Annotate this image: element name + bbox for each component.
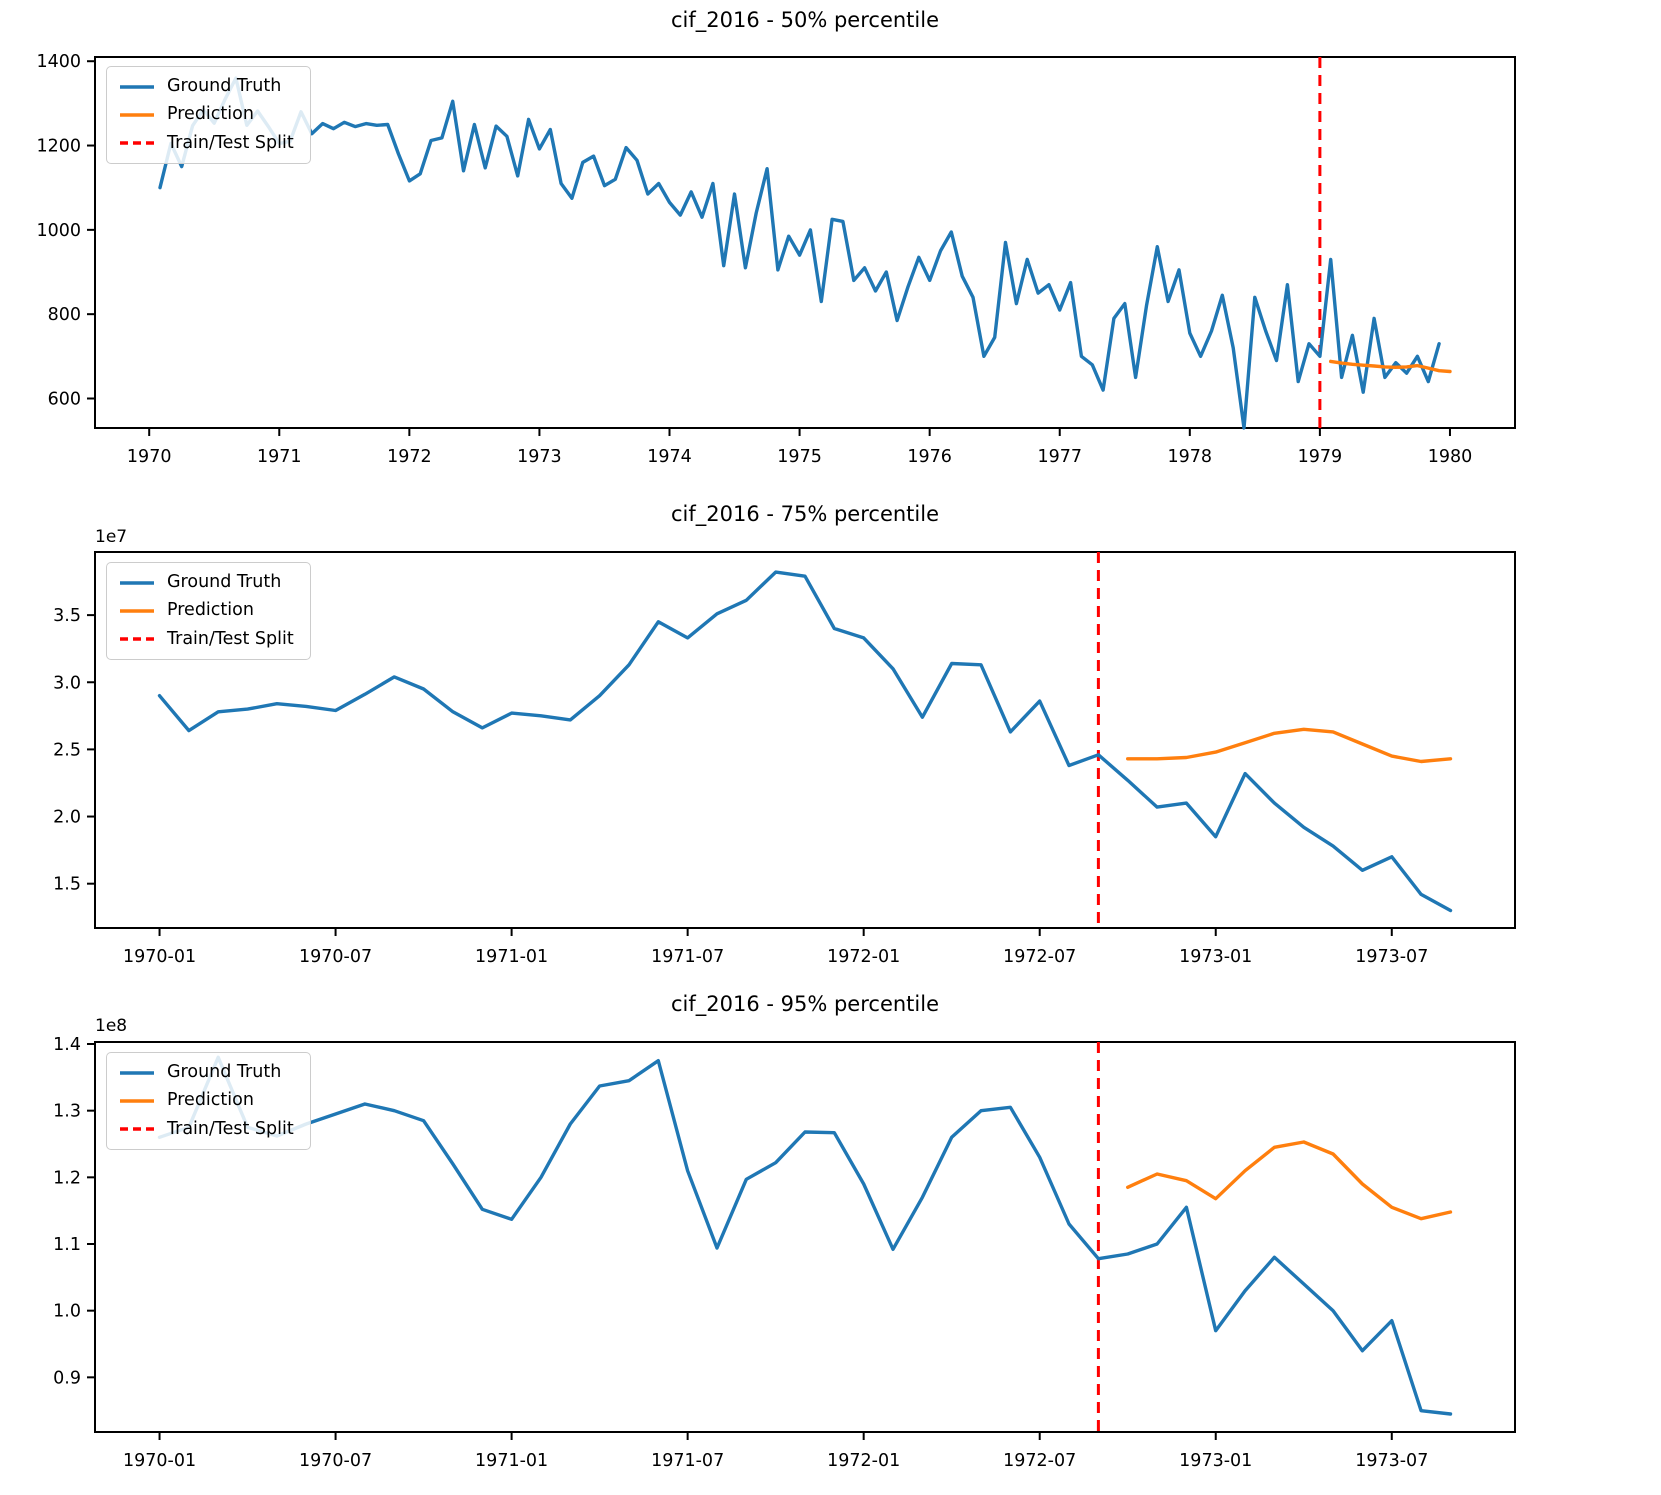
x-tick-label: 1972-01	[827, 947, 900, 967]
x-tick-label: 1973	[517, 447, 562, 467]
dashed-line-swatch-icon	[120, 1127, 154, 1131]
x-tick-label: 1977	[1037, 447, 1082, 467]
y-tick-label: 1.5	[53, 875, 81, 895]
legend-label: Ground Truth	[167, 76, 282, 96]
x-tick-label: 1971-07	[651, 947, 724, 967]
legend-item-prediction: Prediction	[119, 1090, 294, 1111]
plot-area-50-percentile: 1970 1971 1972 1973 1974 1975 1976 1977 1978 1979…	[36, 52, 1516, 467]
legend-item-ground-truth: Ground Truth	[119, 1062, 294, 1082]
legend-item-train-test-split: Train/Test Split	[119, 132, 294, 153]
y-tick-label: 3.0	[53, 673, 81, 693]
series-line-prediction	[1328, 359, 1452, 374]
x-tick-label: 1974	[647, 447, 692, 467]
axes-frame	[94, 1041, 1516, 1433]
x-tick-label: 1970-07	[299, 1451, 372, 1471]
y-tick-label: 0.9	[53, 1368, 81, 1388]
x-tick-label: 1972	[387, 447, 432, 467]
x-tick-label: 1973-01	[1179, 1451, 1252, 1471]
legend-label: Prediction	[167, 600, 254, 621]
x-tick-label: 1973-07	[1355, 1451, 1428, 1471]
legend-label: Train/Test Split	[167, 628, 294, 649]
line-swatch-icon	[120, 580, 154, 585]
x-tick-label: 1976	[907, 447, 952, 467]
plot-area-95-percentile: 1970-01 1970-07 1971-01 1971-07 1972-01 1972-…	[53, 1035, 1516, 1471]
y-axis-offset-label-95: 1e8	[95, 1016, 128, 1036]
y-tick-label: 800	[48, 305, 81, 325]
y-tick-label: 1.1	[53, 1235, 81, 1255]
x-tick-label: 1972-01	[827, 1451, 900, 1471]
y-tick-label: 2.0	[53, 808, 81, 828]
x-tick-label: 1970-07	[299, 947, 372, 967]
legend-item-prediction: Prediction	[119, 600, 294, 621]
y-tick-label: 3.5	[53, 606, 81, 626]
legend-item-ground-truth: Ground Truth	[119, 572, 294, 592]
line-swatch-icon	[120, 1070, 154, 1075]
x-tick-label: 1972-07	[1003, 1451, 1076, 1471]
series-line-ground-truth	[158, 76, 1441, 430]
y-tick-label: 1400	[36, 52, 81, 72]
legend-item-train-test-split: Train/Test Split	[119, 1118, 294, 1139]
legend-95-percentile: Ground Truth Prediction Train/Test Split	[106, 1052, 311, 1150]
y-tick-label: 1000	[36, 221, 81, 241]
y-tick-label: 1200	[36, 137, 81, 157]
series-line-ground-truth	[157, 570, 1453, 913]
x-tick-label: 1973-07	[1355, 947, 1428, 967]
y-tick-label: 2.5	[53, 740, 81, 760]
series-line-ground-truth	[157, 1055, 1453, 1416]
x-tick-label: 1971-01	[475, 1451, 548, 1471]
legend-item-ground-truth: Ground Truth	[119, 76, 294, 96]
legend-50-percentile: Ground Truth Prediction Train/Test Split	[106, 66, 311, 164]
axes-frame	[94, 56, 1516, 429]
legend-label: Prediction	[167, 104, 254, 125]
legend-label: Train/Test Split	[167, 1118, 294, 1139]
line-swatch-icon	[120, 609, 154, 613]
dashed-line-swatch-icon	[120, 637, 154, 641]
legend-label: Prediction	[167, 1090, 254, 1111]
x-tick-label: 1979	[1298, 447, 1343, 467]
y-tick-label: 1.4	[53, 1035, 81, 1055]
x-tick-label: 1971	[257, 447, 302, 467]
legend-label: Ground Truth	[167, 572, 282, 592]
x-tick-label: 1973-01	[1179, 947, 1252, 967]
y-tick-label: 1.3	[53, 1102, 81, 1122]
series-line-prediction	[1125, 1140, 1453, 1221]
legend-label: Train/Test Split	[167, 132, 294, 153]
line-swatch-icon	[120, 84, 154, 89]
x-tick-label: 1978	[1168, 447, 1213, 467]
legend-item-prediction: Prediction	[119, 104, 294, 125]
x-tick-label: 1970	[127, 447, 172, 467]
x-tick-label: 1970-01	[123, 1451, 196, 1471]
dashed-line-swatch-icon	[120, 141, 154, 145]
y-tick-label: 1.0	[53, 1302, 81, 1322]
x-tick-label: 1975	[777, 447, 822, 467]
chart-title-75-percentile: cif_2016 - 75% percentile	[670, 502, 940, 526]
axes-frame	[94, 551, 1516, 929]
series-line-prediction	[1125, 727, 1453, 764]
x-tick-label: 1971-07	[651, 1451, 724, 1471]
line-swatch-icon	[120, 113, 154, 117]
x-tick-label: 1972-07	[1003, 947, 1076, 967]
chart-title-95-percentile: cif_2016 - 95% percentile	[670, 992, 940, 1016]
legend-item-train-test-split: Train/Test Split	[119, 628, 294, 649]
plot-area-75-percentile: 1970-01 1970-07 1971-01 1971-07 1972-01 1972-…	[53, 551, 1516, 967]
y-tick-label: 1.2	[53, 1168, 81, 1188]
y-axis-offset-label-75: 1e7	[95, 527, 128, 547]
y-tick-label: 600	[48, 389, 81, 409]
x-tick-label: 1971-01	[475, 947, 548, 967]
chart-title-50-percentile: cif_2016 - 50% percentile	[670, 8, 940, 32]
legend-label: Ground Truth	[167, 1062, 282, 1082]
x-tick-label: 1980	[1428, 447, 1473, 467]
line-swatch-icon	[120, 1099, 154, 1103]
x-tick-label: 1970-01	[123, 947, 196, 967]
legend-75-percentile: Ground Truth Prediction Train/Test Split	[106, 562, 311, 660]
